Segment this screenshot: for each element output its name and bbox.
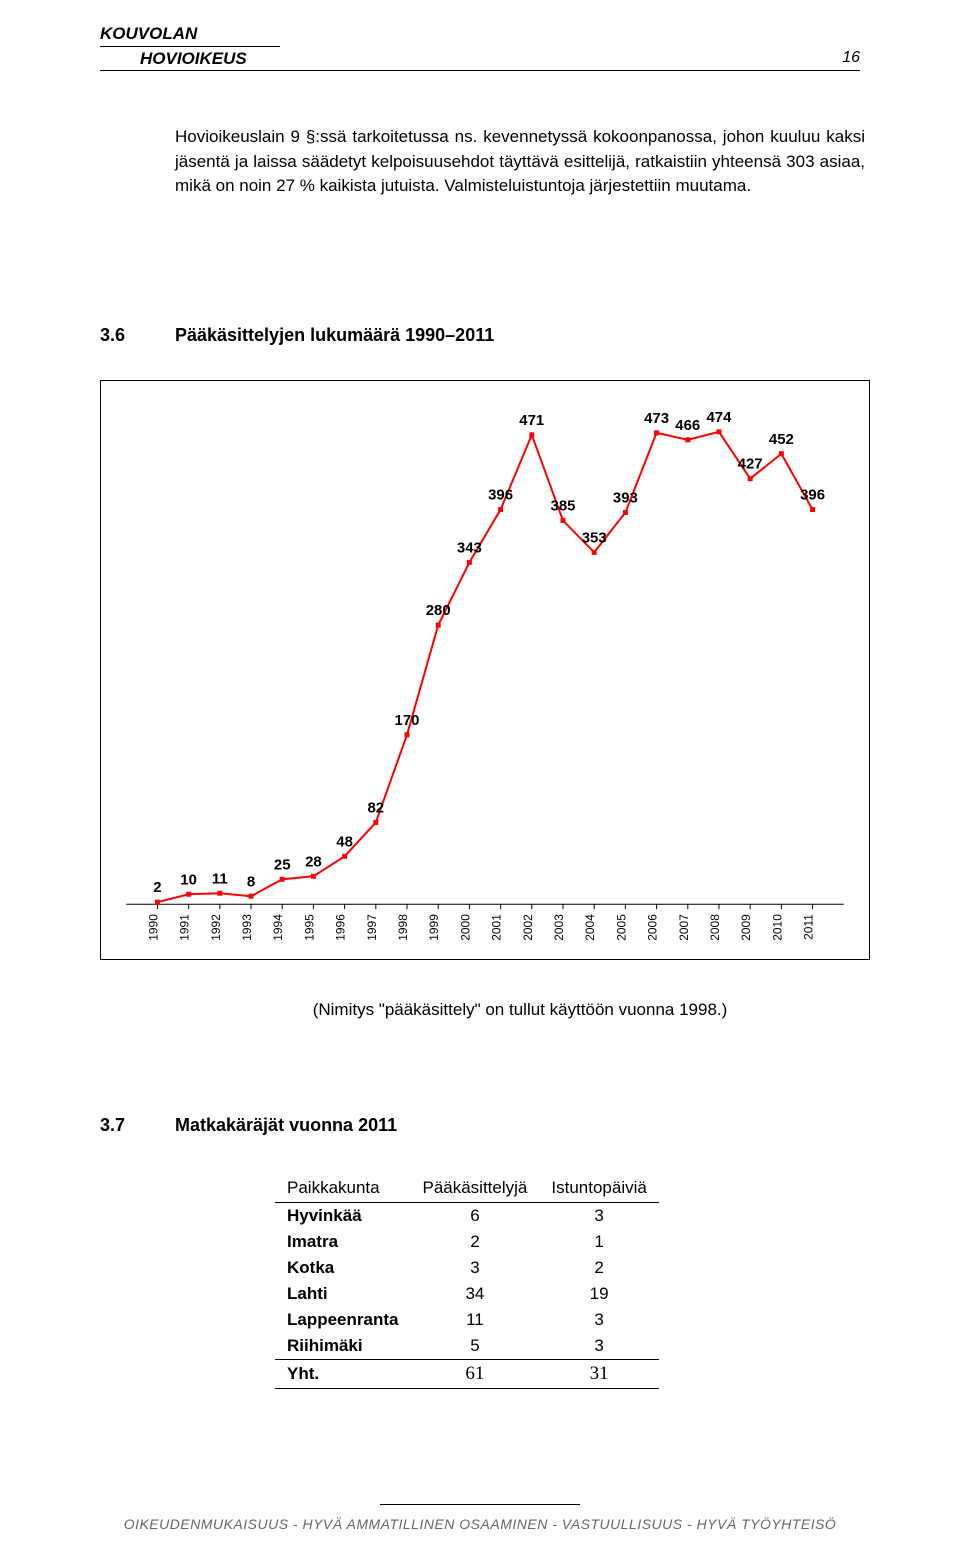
page-header: KOUVOLAN HOVIOIKEUS 16: [100, 24, 860, 71]
svg-text:474: 474: [707, 409, 733, 426]
table-value: 3: [539, 1333, 658, 1360]
chart-footnote: (Nimitys "pääkäsittely" on tullut käyttö…: [175, 1000, 865, 1020]
table-value: 2: [539, 1255, 658, 1281]
section-number: 3.7: [100, 1115, 175, 1136]
line-chart: 1990 1991 1992 1993 1994 1995 1996 1997 1998 1999…: [101, 381, 869, 959]
svg-text:48: 48: [336, 833, 353, 850]
svg-text:1997: 1997: [365, 914, 379, 941]
svg-text:2009: 2009: [739, 914, 753, 941]
table-location: Riihimäki: [275, 1333, 410, 1360]
svg-text:28: 28: [305, 853, 322, 870]
svg-text:25: 25: [274, 856, 291, 873]
svg-text:82: 82: [368, 800, 385, 817]
footer-text: OIKEUDENMUKAISUUS - HYVÄ AMMATILLINEN OS…: [0, 1516, 960, 1532]
svg-text:1991: 1991: [178, 914, 192, 941]
svg-text:452: 452: [769, 431, 794, 448]
svg-text:396: 396: [800, 487, 825, 504]
svg-text:1999: 1999: [427, 914, 441, 941]
svg-text:427: 427: [738, 456, 763, 473]
svg-text:1996: 1996: [334, 914, 348, 941]
svg-text:10: 10: [180, 871, 197, 888]
section-label: Matkakäräjät vuonna 2011: [175, 1115, 397, 1135]
svg-text:280: 280: [426, 602, 451, 619]
table-location: Imatra: [275, 1229, 410, 1255]
chart-container: 1990 1991 1992 1993 1994 1995 1996 1997 1998 1999…: [100, 380, 870, 960]
svg-text:1990: 1990: [146, 914, 160, 941]
body-paragraph: Hovioikeuslain 9 §:ssä tarkoitetussa ns.…: [175, 125, 865, 199]
svg-text:353: 353: [582, 529, 607, 546]
section-label: Pääkäsittelyjen lukumäärä 1990–2011: [175, 325, 494, 345]
svg-text:2010: 2010: [770, 914, 784, 941]
svg-text:170: 170: [395, 712, 420, 729]
svg-text:2005: 2005: [614, 914, 628, 941]
table-location: Hyvinkää: [275, 1203, 410, 1230]
table-value: 34: [410, 1281, 539, 1307]
svg-text:2006: 2006: [646, 914, 660, 941]
matkakarajat-table: PaikkakuntaPääkäsittelyjäIstuntopäiviä Hy…: [275, 1175, 659, 1389]
header-org-line2: HOVIOIKEUS: [100, 49, 247, 69]
svg-text:471: 471: [519, 412, 544, 429]
svg-text:2: 2: [153, 879, 161, 896]
svg-text:2002: 2002: [521, 914, 535, 941]
svg-text:1993: 1993: [240, 914, 254, 941]
table-location: Lappeenranta: [275, 1307, 410, 1333]
svg-text:2008: 2008: [708, 914, 722, 941]
svg-text:2007: 2007: [677, 914, 691, 941]
table-value: 3: [539, 1307, 658, 1333]
table-header: Paikkakunta: [275, 1175, 410, 1203]
svg-text:396: 396: [488, 487, 513, 504]
section-3-6-title: 3.6Pääkäsittelyjen lukumäärä 1990–2011: [100, 325, 494, 346]
svg-text:1998: 1998: [396, 914, 410, 941]
svg-text:1994: 1994: [271, 914, 285, 941]
section-3-7-title: 3.7Matkakäräjät vuonna 2011: [100, 1115, 397, 1136]
table-value: 1: [539, 1229, 658, 1255]
section-number: 3.6: [100, 325, 175, 346]
svg-text:2011: 2011: [802, 914, 816, 940]
table-header: Pääkäsittelyjä: [410, 1175, 539, 1203]
svg-text:1992: 1992: [209, 914, 223, 941]
svg-text:385: 385: [551, 498, 576, 515]
table-value: 6: [410, 1203, 539, 1230]
table-value: 3: [539, 1203, 658, 1230]
table-total-value: 61: [410, 1360, 539, 1389]
svg-text:8: 8: [247, 873, 255, 890]
table-total-value: 31: [539, 1360, 658, 1389]
svg-text:473: 473: [644, 410, 669, 427]
svg-text:2004: 2004: [583, 914, 597, 941]
table-value: 5: [410, 1333, 539, 1360]
svg-text:2001: 2001: [490, 914, 504, 941]
table-total-label: Yht.: [275, 1360, 410, 1389]
footer-rule: [380, 1504, 580, 1505]
table-header: Istuntopäiviä: [539, 1175, 658, 1203]
table-value: 3: [410, 1255, 539, 1281]
svg-text:2003: 2003: [552, 914, 566, 941]
svg-text:466: 466: [675, 417, 700, 434]
svg-text:393: 393: [613, 490, 638, 507]
table-value: 19: [539, 1281, 658, 1307]
table-value: 2: [410, 1229, 539, 1255]
table-location: Kotka: [275, 1255, 410, 1281]
svg-text:1995: 1995: [302, 914, 316, 941]
svg-text:11: 11: [212, 870, 228, 887]
header-org-line1: KOUVOLAN: [100, 24, 280, 47]
page-number: 16: [842, 49, 860, 69]
table-value: 11: [410, 1307, 539, 1333]
svg-text:343: 343: [457, 539, 482, 556]
svg-text:2000: 2000: [458, 914, 472, 941]
table-location: Lahti: [275, 1281, 410, 1307]
